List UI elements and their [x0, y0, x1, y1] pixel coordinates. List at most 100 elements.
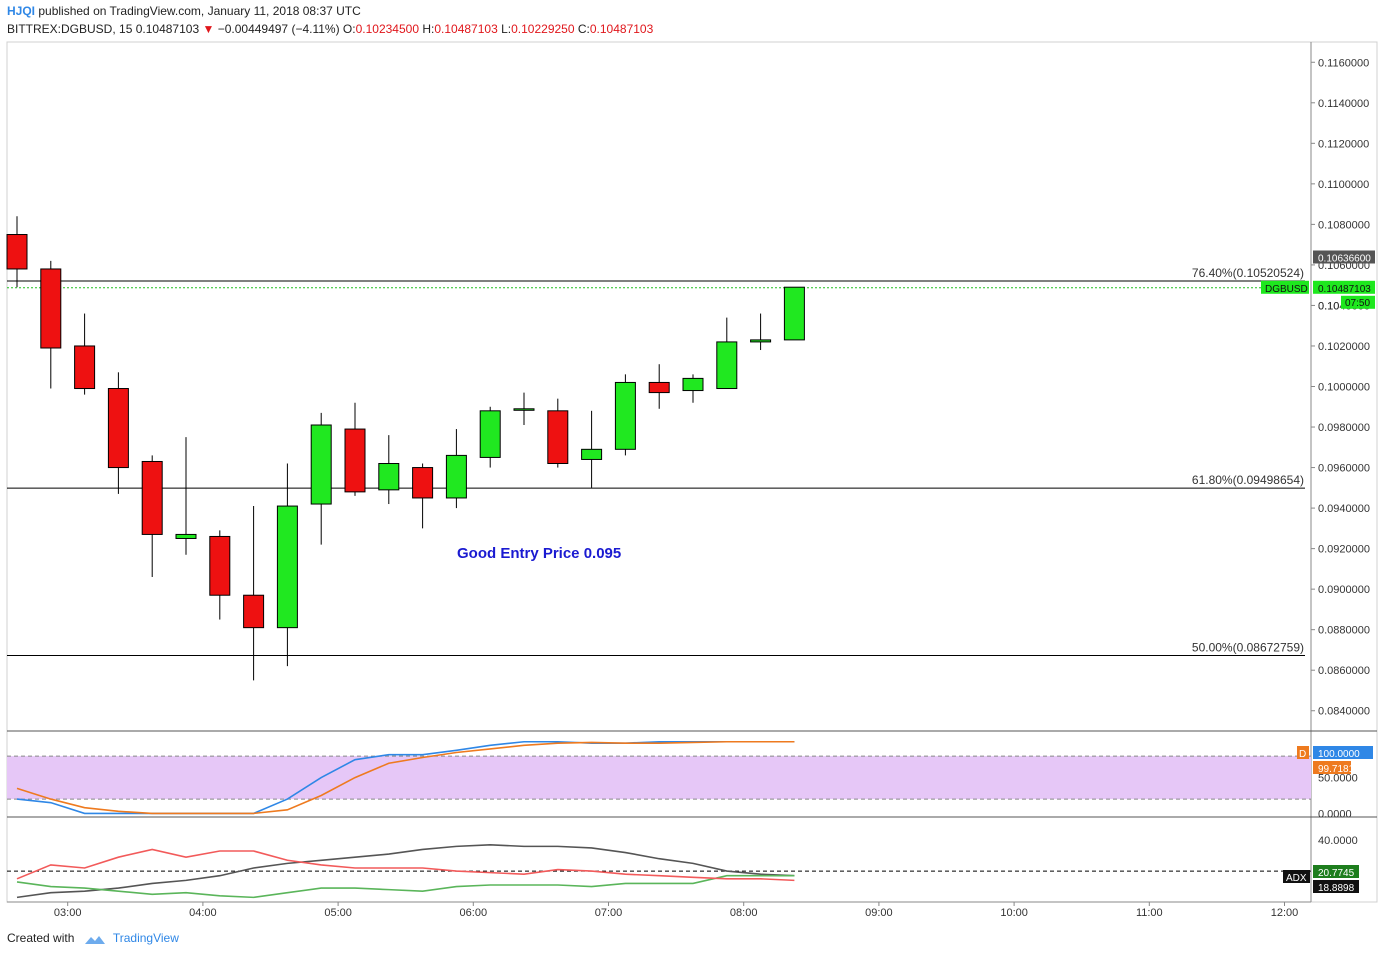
time-tick-label: 05:00: [324, 907, 352, 919]
current-price-label: 0.10487103: [1318, 284, 1371, 295]
d-marker-badge: [1297, 746, 1309, 759]
candle-up: [513, 408, 535, 411]
stoch-k-badge: [1313, 746, 1373, 759]
adx-marker-label: ADX: [1286, 873, 1307, 884]
ohlc-legend: BITTREX:DGBUSD, 15 0.10487103 ▼ −0.00449…: [7, 22, 653, 36]
candle-up: [479, 410, 501, 458]
time-tick-label: 03:00: [54, 907, 82, 919]
di-plus-value: 20.7745: [1318, 868, 1355, 879]
symbol-badge-label: DGBUSD: [1265, 284, 1308, 295]
low-label: L:: [501, 22, 512, 36]
adx-line-di: [16, 848, 795, 882]
price-tick-label: 0.0920000: [1318, 544, 1370, 556]
candle-down: [6, 234, 28, 270]
candle-up: [750, 339, 772, 343]
close-value: 0.10487103: [589, 22, 654, 36]
time-tick-label: 07:00: [595, 907, 623, 919]
countdown-badge: [1341, 295, 1375, 309]
candle-up: [581, 448, 603, 460]
time-tick-label: 06:00: [460, 907, 488, 919]
time-tick-label: 12:00: [1271, 907, 1299, 919]
adx-line-adx: [16, 844, 795, 899]
countdown-label: 07:50: [1345, 298, 1370, 309]
last-price: 0.10487103: [135, 22, 200, 36]
candle-up: [310, 424, 332, 505]
high-marker-label: 0.10636600: [1318, 253, 1371, 264]
candle-up: [614, 381, 636, 450]
stoch-tick-label: 0.0000: [1318, 808, 1352, 820]
low-value: 0.10229250: [511, 22, 575, 36]
price-tick-label: 0.1100000: [1318, 179, 1369, 191]
candle-down: [344, 428, 366, 493]
price-tick-label: 0.0880000: [1318, 625, 1370, 637]
price-tick-label: 0.1140000: [1318, 98, 1369, 110]
time-tick-label: 11:00: [1136, 907, 1163, 919]
candle-down: [141, 460, 163, 535]
price-tick-label: 0.0940000: [1318, 503, 1370, 515]
candle-up: [378, 463, 400, 491]
high-marker-badge: [1313, 250, 1375, 264]
fib-level-label: 50.00%(0.08672759): [1192, 640, 1304, 654]
price-tick-label: 0.1020000: [1318, 341, 1370, 353]
adx-marker-badge: [1283, 870, 1310, 883]
open-label: O:: [342, 22, 356, 36]
candle-up: [175, 533, 197, 539]
d-marker-label: D: [1299, 749, 1306, 760]
candle-up: [445, 454, 467, 499]
candle-down: [107, 388, 129, 469]
time-tick-label: 10:00: [1000, 907, 1028, 919]
stoch-tick-label: 50.0000: [1318, 773, 1358, 785]
open-value: 0.10234500: [355, 22, 419, 36]
footer: Created with TradingView: [7, 931, 179, 945]
di-plus-badge: [1313, 865, 1359, 878]
tradingview-link[interactable]: TradingView: [112, 931, 179, 945]
price-tick-label: 0.0900000: [1318, 584, 1370, 596]
time-tick-label: 08:00: [730, 907, 758, 919]
close-label: C:: [577, 22, 590, 36]
down-arrow-icon: ▼: [202, 22, 215, 36]
fib-level-label: 76.40%(0.10520524): [1192, 266, 1304, 280]
time-tick-label: 09:00: [865, 907, 893, 919]
stoch-d-value: 99.7181: [1318, 764, 1355, 775]
adx-line-di: [16, 874, 795, 899]
price-tick-label: 0.1160000: [1318, 57, 1369, 69]
current-price-badge: [1313, 280, 1375, 294]
high-label: H:: [422, 22, 435, 36]
symbol-badge: [1261, 280, 1309, 294]
candle-down: [547, 410, 569, 465]
stoch-line-d: [16, 740, 795, 815]
price-tick-label: 0.1120000: [1318, 138, 1369, 150]
symbol-label[interactable]: BITTREX:DGBUSD, 15: [7, 22, 133, 36]
adx-tick-label: 40.0000: [1318, 835, 1358, 847]
price-change: −0.00449497 (−4.11%): [217, 22, 340, 36]
overbought-band: [7, 756, 1311, 800]
candle-down: [243, 594, 265, 629]
candle-down: [209, 535, 231, 596]
created-with-text: Created with: [7, 931, 75, 945]
time-tick-label: 04:00: [189, 907, 217, 919]
high-value: 0.10487103: [434, 22, 498, 36]
candle-down: [648, 381, 670, 394]
price-tick-label: 0.1080000: [1318, 219, 1370, 231]
fib-level-label: 61.80%(0.09498654): [1192, 473, 1304, 487]
candle-down: [40, 268, 62, 349]
candle-up: [276, 505, 298, 629]
price-tick-label: 0.1000000: [1318, 382, 1370, 394]
annotation-text: Good Entry Price 0.095: [457, 545, 621, 562]
price-tick-label-overlap: 0.10: [1318, 300, 1339, 312]
publish-text: published on TradingView.com, January 11…: [38, 4, 361, 18]
author-link[interactable]: HJQI: [7, 4, 36, 18]
candle-down: [74, 345, 96, 390]
price-tick-label: 0.0960000: [1318, 463, 1370, 475]
price-tick-label: 0.0980000: [1318, 422, 1370, 434]
tradingview-logo-icon: [84, 934, 106, 944]
adx-value: 18.8898: [1318, 883, 1355, 894]
stoch-k-value: 100.0000: [1318, 749, 1360, 760]
price-tick-label: 0.0840000: [1318, 706, 1370, 718]
candle-up: [783, 286, 805, 341]
price-tick-label: 0.0860000: [1318, 665, 1370, 677]
stoch-d-badge: [1313, 761, 1351, 774]
candle-up: [716, 341, 738, 390]
adx-value-badge: [1313, 880, 1359, 893]
